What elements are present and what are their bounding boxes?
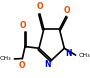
Text: O: O <box>36 2 43 11</box>
Text: CH₃: CH₃ <box>0 56 12 61</box>
Text: N: N <box>65 49 71 58</box>
Text: N: N <box>44 60 51 69</box>
Text: O: O <box>64 6 70 15</box>
Text: O: O <box>18 61 25 70</box>
Text: CH₃: CH₃ <box>78 53 90 58</box>
Text: O: O <box>20 21 26 30</box>
